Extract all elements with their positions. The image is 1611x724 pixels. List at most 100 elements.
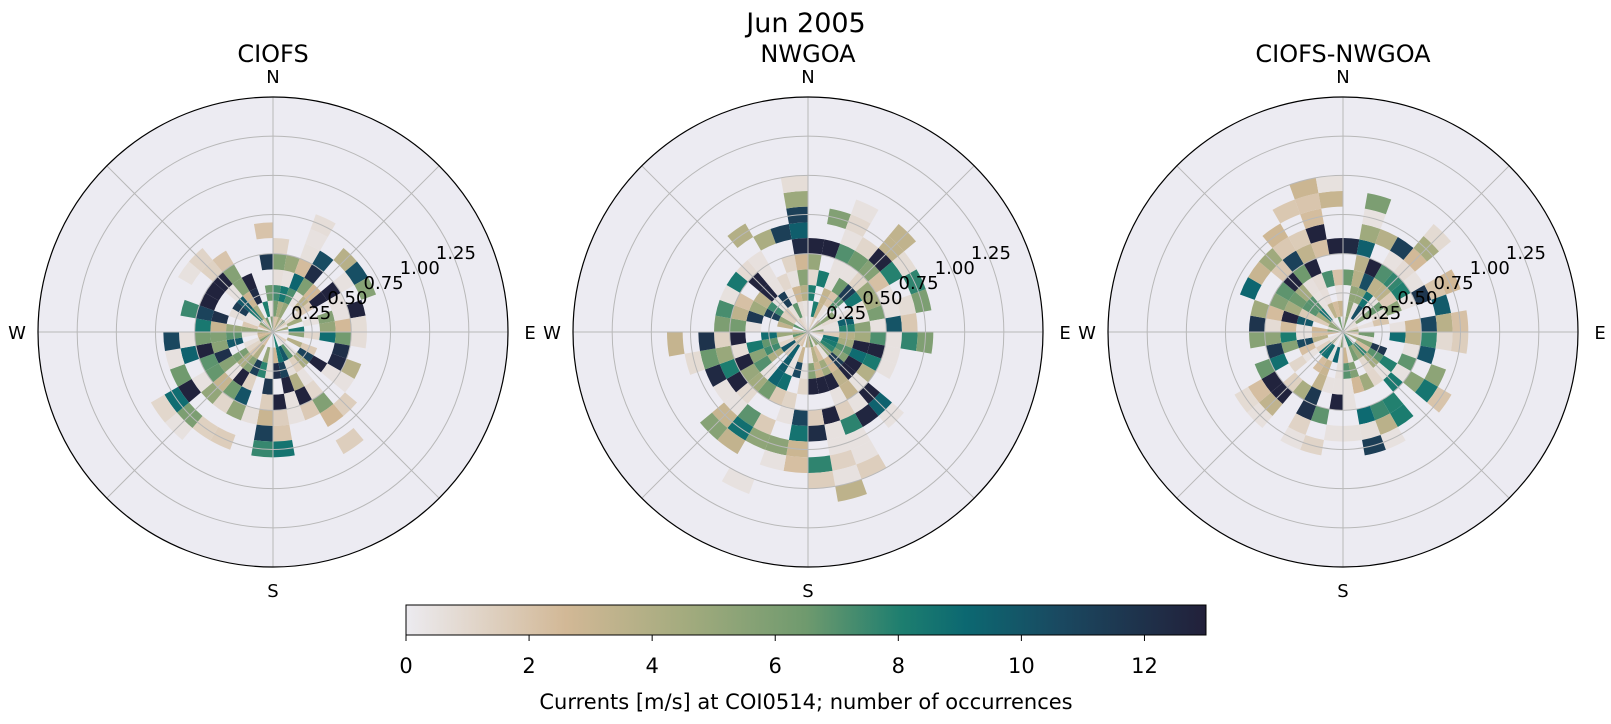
histogram-cell bbox=[262, 332, 273, 346]
histogram-cell bbox=[808, 332, 814, 348]
histogram-cell bbox=[294, 258, 313, 278]
polar-spine bbox=[1107, 96, 1579, 568]
histogram-cell bbox=[286, 337, 303, 348]
histogram-cell bbox=[241, 372, 257, 391]
histogram-cell bbox=[273, 269, 284, 286]
histogram-cell bbox=[793, 324, 808, 332]
histogram-cell bbox=[808, 332, 811, 348]
histogram-cell bbox=[832, 464, 862, 487]
histogram-cell bbox=[776, 273, 792, 292]
histogram-cell bbox=[257, 326, 273, 332]
histogram-cell bbox=[273, 324, 288, 332]
histogram-cell bbox=[1327, 332, 1343, 335]
colorbar-tick-label: 12 bbox=[1131, 654, 1158, 678]
histogram-cell bbox=[781, 254, 798, 274]
angular-grid-line bbox=[1342, 331, 1510, 499]
compass-label-e: E bbox=[524, 323, 535, 344]
histogram-cell bbox=[273, 316, 276, 332]
angular-grid-line bbox=[1176, 165, 1344, 333]
histogram-cell bbox=[1351, 270, 1365, 288]
histogram-cell bbox=[1269, 292, 1289, 311]
histogram-cell bbox=[740, 363, 760, 383]
histogram-cell bbox=[824, 273, 840, 292]
radial-tick-label: 0.50 bbox=[327, 288, 367, 309]
panel-title: CIOFS bbox=[237, 40, 308, 68]
histogram-cell bbox=[273, 316, 279, 332]
histogram-cell bbox=[868, 271, 890, 293]
histogram-cell bbox=[1311, 273, 1327, 292]
histogram-cell bbox=[714, 315, 731, 332]
polar-spine bbox=[572, 96, 1044, 568]
histogram-cell bbox=[1343, 393, 1357, 411]
histogram-cell bbox=[1281, 340, 1299, 354]
histogram-cell bbox=[212, 392, 234, 414]
angular-grid-line bbox=[641, 331, 809, 499]
histogram-cell bbox=[1249, 332, 1266, 349]
histogram-cell bbox=[304, 380, 324, 400]
histogram-cell bbox=[896, 294, 917, 316]
histogram-cell bbox=[1343, 332, 1349, 348]
histogram-cell bbox=[821, 316, 838, 327]
colorbar-label: Currents [m/s] at COI0514; number of occ… bbox=[539, 690, 1072, 714]
histogram-cell bbox=[273, 318, 284, 332]
histogram-cell bbox=[1343, 332, 1359, 335]
histogram-cell bbox=[821, 239, 841, 259]
histogram-cell bbox=[1315, 339, 1331, 353]
histogram-cell bbox=[319, 332, 336, 343]
histogram-cell bbox=[1351, 376, 1365, 394]
histogram-cell bbox=[1249, 315, 1266, 332]
histogram-cell bbox=[210, 321, 227, 332]
angular-grid-line bbox=[106, 331, 274, 499]
histogram-cell bbox=[211, 340, 229, 354]
histogram-cell bbox=[793, 332, 808, 340]
histogram-cell bbox=[797, 332, 808, 346]
histogram-cell bbox=[194, 332, 212, 346]
histogram-cell bbox=[698, 332, 716, 352]
histogram-cell bbox=[281, 270, 295, 288]
histogram-cell bbox=[199, 353, 219, 372]
histogram-cell bbox=[1296, 399, 1317, 421]
histogram-cell bbox=[1328, 332, 1343, 340]
histogram-cell bbox=[1383, 300, 1402, 316]
histogram-cell bbox=[1389, 321, 1406, 332]
histogram-cell bbox=[1350, 344, 1364, 360]
histogram-cell bbox=[312, 250, 334, 272]
angular-grid-line bbox=[272, 331, 440, 499]
histogram-cell bbox=[885, 315, 902, 332]
histogram-cell bbox=[768, 386, 787, 406]
histogram-cell bbox=[262, 346, 271, 363]
radial-tick-label: 1.00 bbox=[400, 258, 440, 279]
histogram-cell bbox=[1302, 277, 1320, 296]
histogram-cell bbox=[241, 326, 258, 332]
histogram-cell bbox=[855, 237, 879, 260]
histogram-cell bbox=[821, 405, 841, 425]
histogram-cell bbox=[320, 404, 344, 427]
compass-label-s: S bbox=[267, 581, 278, 602]
histogram-cell bbox=[1375, 228, 1398, 251]
histogram-cell bbox=[1390, 237, 1414, 260]
histogram-cell bbox=[1356, 405, 1376, 425]
histogram-cell bbox=[808, 455, 833, 473]
histogram-cell bbox=[721, 467, 755, 494]
histogram-cell bbox=[815, 304, 829, 320]
radial-tick-label: 0.75 bbox=[364, 273, 404, 294]
histogram-cell bbox=[1289, 177, 1319, 200]
histogram-cell bbox=[848, 348, 867, 364]
histogram-cell bbox=[262, 378, 273, 395]
histogram-cell bbox=[823, 332, 840, 338]
histogram-cell bbox=[1359, 223, 1381, 244]
histogram-cell bbox=[1264, 318, 1282, 332]
histogram-cell bbox=[296, 277, 314, 296]
histogram-cell bbox=[1248, 261, 1271, 285]
histogram-cell bbox=[1350, 304, 1364, 320]
histogram-cell bbox=[262, 318, 273, 332]
histogram-cell bbox=[270, 316, 273, 332]
histogram-cell bbox=[753, 355, 772, 373]
histogram-cell bbox=[1329, 393, 1343, 411]
histogram-cell bbox=[1420, 315, 1437, 332]
histogram-cell bbox=[824, 420, 846, 441]
histogram-cell bbox=[715, 299, 735, 319]
histogram-cell bbox=[1321, 270, 1335, 288]
histogram-cell bbox=[1431, 294, 1452, 316]
histogram-cell bbox=[1327, 326, 1343, 332]
